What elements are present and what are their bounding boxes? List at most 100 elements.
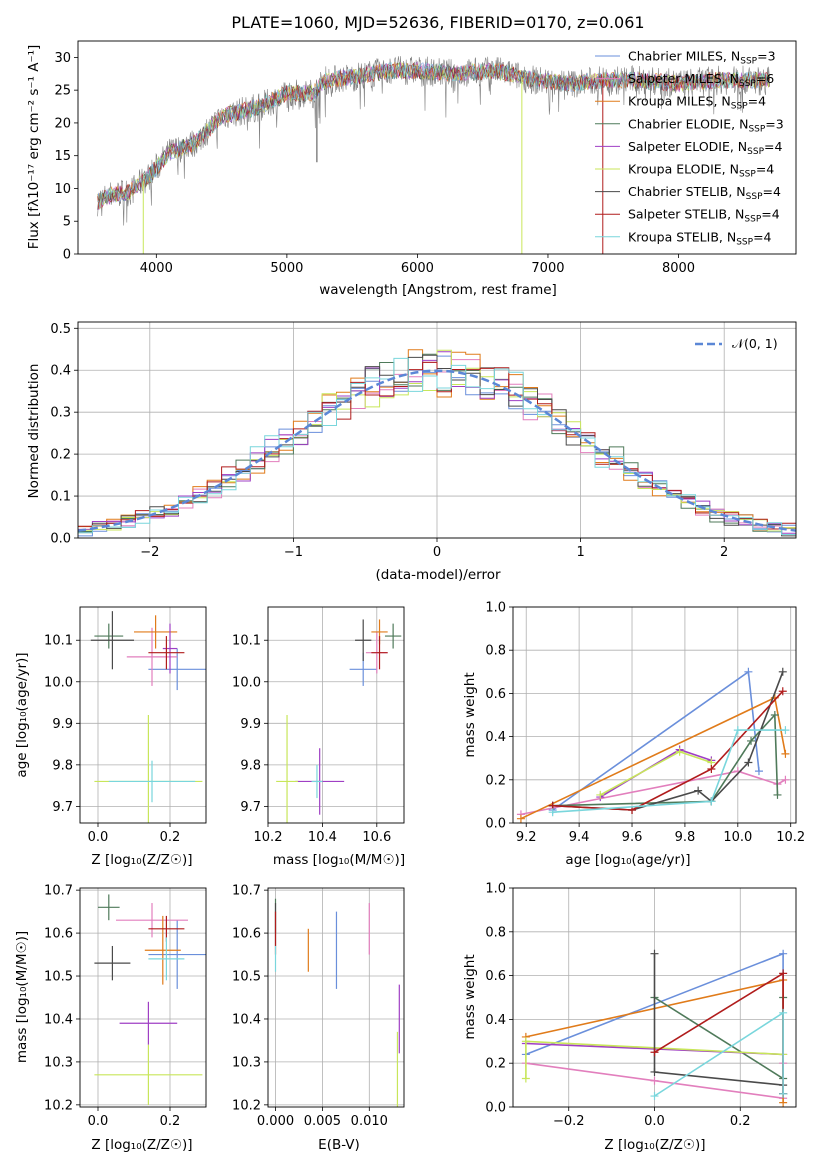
legend-entry: Kroupa MILES, NSSP=4 <box>628 94 766 112</box>
legend-subscript: SSP <box>740 57 757 67</box>
legend-suffix: =4 <box>763 184 781 199</box>
y-tick-label: 0.6 <box>485 969 506 984</box>
y-tick-label: 25 <box>54 84 71 99</box>
y-tick-label: 0 <box>63 248 71 263</box>
massz-xlabel: Z [log₁₀(Z/Z☉)] <box>91 1137 192 1153</box>
age-vs-metallicity-panel: 0.0 0.29.79.89.910.010.1 Z [log₁₀(Z/Z☉)] … <box>14 606 207 868</box>
y-tick-label: 0.2 <box>50 448 71 463</box>
y-tick-label: 0.5 <box>50 322 71 337</box>
weight-marker <box>779 949 788 958</box>
weight-marker <box>778 667 787 676</box>
y-tick-label: 10.4 <box>232 1012 261 1027</box>
plot-area <box>276 619 402 823</box>
axes-frame <box>79 887 207 1108</box>
model-spectrum-7 <box>97 62 770 210</box>
legend-suffix: =4 <box>756 162 774 177</box>
y-tick-label: 10.1 <box>44 634 73 649</box>
residuals-xlabel: (data-model)/error <box>375 567 501 583</box>
weight-marker <box>650 1048 659 1057</box>
legend-label: Kroupa MILES, N <box>628 94 731 109</box>
x-tick-label: 6000 <box>401 261 434 276</box>
weight-vs-metallicity-panel: −0.2 0.0 0.2 0.0 0.2 0.4 0.6 0.8 1.0 Z [log₁₀(Z/… <box>462 882 797 1153</box>
legend-entry: Chabrier ELODIE, NSSP=3 <box>628 116 784 134</box>
x-tick-label: 10.4 <box>308 830 337 845</box>
y-tick-label: 10.1 <box>232 634 261 649</box>
weight-marker <box>596 790 605 799</box>
ticks: −0.2 0.0 0.2 0.0 0.2 0.4 0.6 0.8 1.0 <box>485 882 750 1130</box>
y-tick-label: 0.0 <box>485 817 506 832</box>
plot-area <box>97 56 770 254</box>
wz-xlabel: Z [log₁₀(Z/Z☉)] <box>604 1137 705 1153</box>
axes-frame <box>512 887 797 1108</box>
legend-label: Chabrier MILES, N <box>628 49 740 64</box>
model-spectrum-8 <box>97 62 770 208</box>
weight-marker <box>779 969 788 978</box>
legend-label: Chabrier ELODIE, N <box>628 116 748 131</box>
x-tick-label: 8000 <box>662 261 695 276</box>
y-tick-label: 0.4 <box>485 730 506 745</box>
weight-marker <box>781 775 790 784</box>
y-tick-label: 10.0 <box>232 675 261 690</box>
ticks: 4000 5000 6000 7000 8000 0 5 10 15 20 25 30 <box>54 51 695 276</box>
y-tick-label: 9.8 <box>52 758 73 773</box>
agez-xlabel: Z [log₁₀(Z/Z☉)] <box>91 852 192 868</box>
plot-area <box>94 894 206 1105</box>
x-tick-label: 9.6 <box>622 830 643 845</box>
residuals-ylabel: Normed distribution <box>26 364 42 499</box>
x-tick-label: 0 <box>433 545 441 560</box>
x-tick-label: −1 <box>284 545 303 560</box>
axes-frame <box>512 606 797 824</box>
x-tick-label: 0.2 <box>160 830 181 845</box>
legend-suffix: =4 <box>764 139 782 154</box>
legend-entry: Chabrier STELIB, NSSP=4 <box>628 184 781 202</box>
weight-marker <box>779 1098 788 1107</box>
y-tick-label: 10.7 <box>44 884 73 899</box>
y-tick-label: 10.5 <box>44 970 73 985</box>
mass-vs-ebv-panel: 0.000 0.005 0.01010.210.310.410.510.610.7 … <box>232 884 405 1153</box>
legend-subscript: SSP <box>748 124 765 134</box>
legend-subscript: SSP <box>731 102 748 112</box>
x-tick-label: 10.0 <box>723 830 752 845</box>
y-tick-label: 10.3 <box>232 1055 261 1070</box>
y-tick-label: 1.0 <box>485 601 506 616</box>
legend-entry: Salpeter MILES, NSSP=6 <box>628 71 774 89</box>
y-tick-label: 9.9 <box>240 717 261 732</box>
axes-frame <box>267 606 405 824</box>
legend-entry: Chabrier MILES, NSSP=3 <box>628 49 776 67</box>
weight-marker <box>744 667 753 676</box>
legend-entry: Salpeter ELODIE, NSSP=4 <box>628 139 783 157</box>
x-tick-label: 5000 <box>270 261 303 276</box>
legend-subscript: SSP <box>739 170 756 180</box>
model-spectrum-6 <box>97 63 770 210</box>
x-tick-label: 0.005 <box>304 1114 341 1129</box>
axes-frame <box>77 321 797 539</box>
x-tick-label: 0.000 <box>257 1114 294 1129</box>
y-tick-label: 0.8 <box>485 925 506 940</box>
x-tick-label: −0.2 <box>553 1114 585 1129</box>
weight-marker <box>548 808 557 817</box>
axes-frame <box>267 887 405 1108</box>
x-tick-label: 7000 <box>531 261 564 276</box>
grid-lines <box>80 607 206 823</box>
weight-marker <box>754 767 763 776</box>
plot-area <box>274 898 400 1107</box>
y-tick-label: 0.4 <box>50 364 71 379</box>
residual-histogram-6 <box>78 354 796 537</box>
y-tick-label: 0.8 <box>485 644 506 659</box>
legend-subscript: SSP <box>744 215 761 225</box>
legend-entry: Salpeter STELIB, NSSP=4 <box>628 207 780 225</box>
legend-suffix: =3 <box>757 49 775 64</box>
spectrum-panel: PLATE=1060, MJD=52636, FIBERID=0170, z=0… <box>26 13 797 298</box>
weight-marker <box>778 687 787 696</box>
spectrum-title: PLATE=1060, MJD=52636, FIBERID=0170, z=0… <box>231 13 644 32</box>
model-spectrum-5 <box>97 62 770 210</box>
legend-suffix: =3 <box>765 116 783 131</box>
y-tick-label: 10.2 <box>232 1098 261 1113</box>
weight-vs-age-panel: 9.2 9.4 9.6 9.8 10.0 10.2 0.0 0.2 0.4 0.6 0.8 1.0 a… <box>462 601 805 869</box>
y-tick-label: 10.7 <box>232 884 261 899</box>
x-tick-label: 1 <box>576 545 584 560</box>
y-tick-label: 5 <box>63 215 71 230</box>
x-tick-label: 4000 <box>140 261 173 276</box>
